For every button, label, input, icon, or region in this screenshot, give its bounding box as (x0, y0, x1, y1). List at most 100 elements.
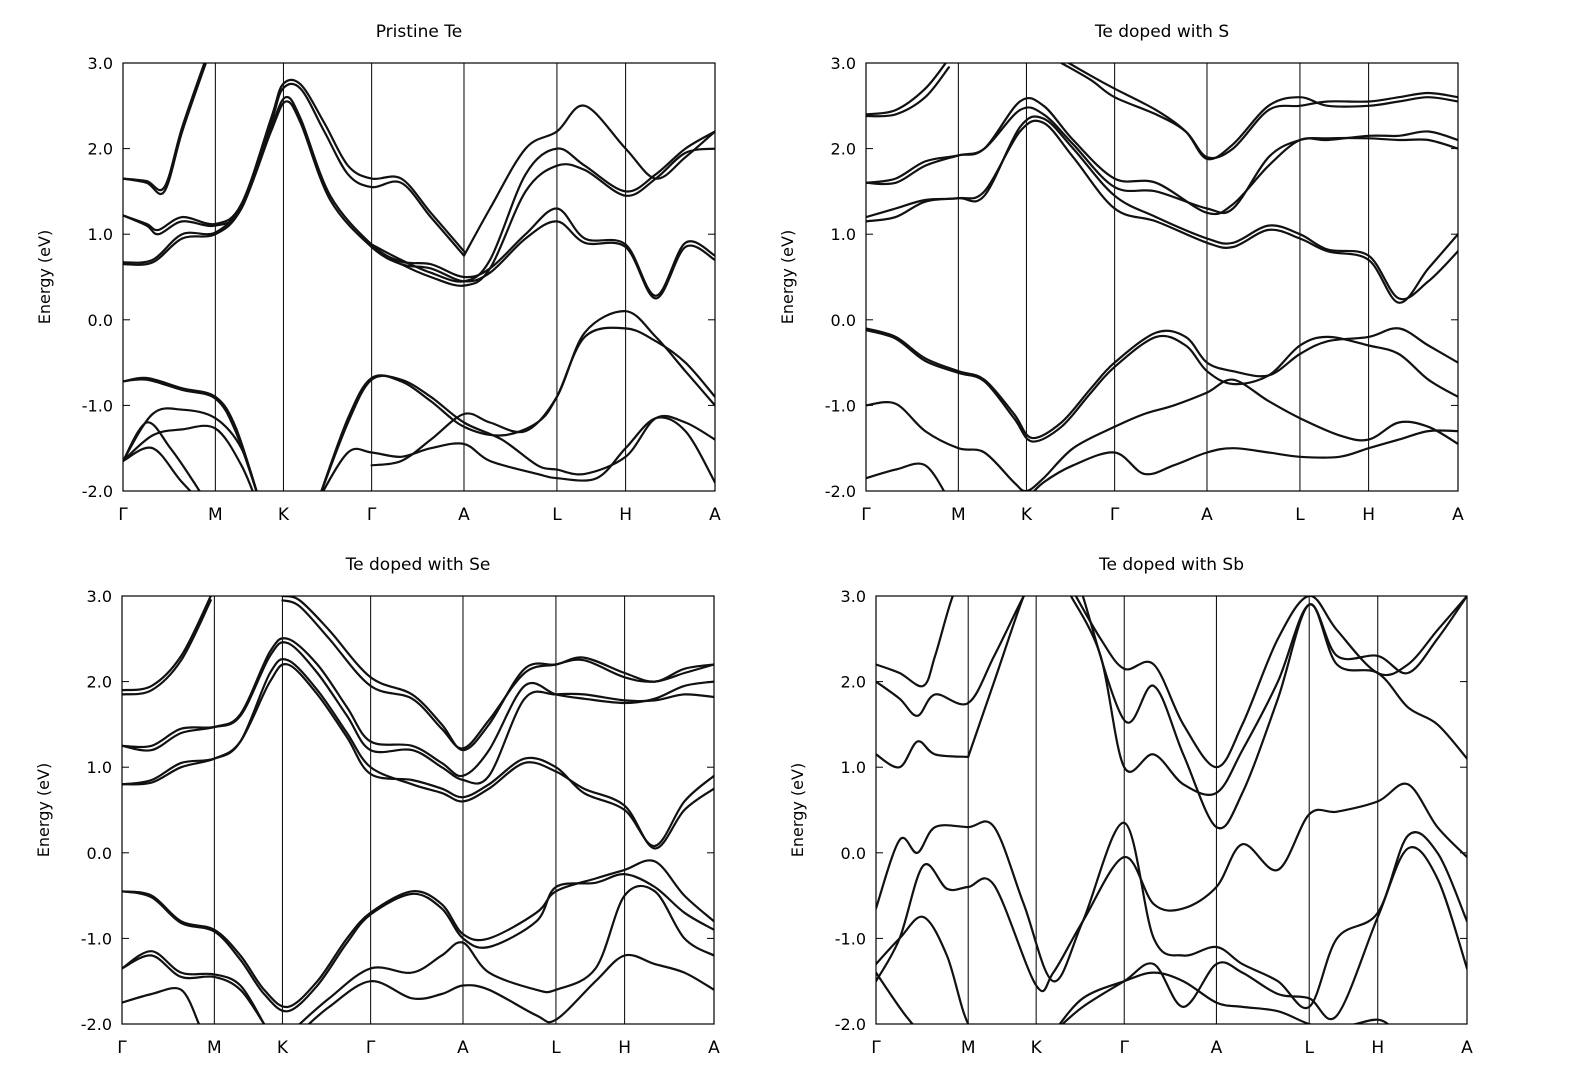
band-line-band-e (122, 873, 714, 1013)
band-line-band-c (876, 782, 1467, 993)
kpoint-label: M (951, 505, 966, 525)
y-tick-label: -2.0 (835, 1015, 866, 1034)
y-tick-label: 1.0 (831, 225, 856, 244)
plot-frame (875, 595, 1468, 1025)
y-tick-label: 1.0 (87, 758, 112, 777)
y-tick-label: 1.0 (88, 225, 113, 244)
kpoint-label: L (551, 1038, 561, 1058)
band-line-band-d (122, 859, 714, 1009)
band-line-band-a (123, 421, 201, 491)
kpoint-label: Γ (1110, 505, 1120, 525)
y-tick-label: 0.0 (88, 311, 113, 330)
band-line-band-i (370, 310, 715, 467)
plot-frame (865, 62, 1459, 492)
band-line-band-k (1081, 596, 1467, 830)
band-line-band-h (122, 657, 714, 850)
band-line-band-l (1060, 63, 1458, 160)
band-line-band-g (876, 740, 970, 769)
band-line-band-i (122, 662, 714, 848)
band-line-band-l (123, 63, 206, 192)
band-line-band-e (123, 378, 258, 491)
y-tick-label: 2.0 (88, 140, 113, 159)
kpoint-label: K (277, 1038, 289, 1058)
kpoint-label: K (1021, 505, 1033, 525)
kpoint-label: A (1201, 505, 1213, 525)
chart-panel-2: Te doped with S Energy (eV) 3.0 2.0 1.0 0.0 -1… (778, 22, 1464, 525)
kpoint-label: A (457, 1038, 469, 1058)
chart-panel-1: Pristine Te Energy (eV) 3.0 2.0 1.0 0.0 -1.0 -2… (35, 22, 721, 525)
kpoint-label: L (1295, 505, 1305, 525)
band-line-band-d (876, 820, 1467, 1010)
band-lines (122, 596, 714, 1024)
y-tick-label: 2.0 (841, 673, 866, 692)
band-line-band-s (462, 104, 715, 257)
kpoint-label: M (207, 1038, 222, 1058)
band-lines (123, 63, 715, 491)
band-line-band-a (122, 986, 201, 1024)
band-line-band-h (320, 326, 715, 491)
band-line-band-i (876, 596, 1026, 717)
y-tick-label: -2.0 (81, 1015, 112, 1034)
chart-title: Te doped with S (1094, 22, 1229, 42)
band-line-band-g (298, 884, 714, 1024)
band-lines (866, 63, 1458, 491)
kpoint-label: L (552, 505, 562, 525)
band-line-band-g (320, 374, 715, 491)
y-tick-label: 1.0 (841, 758, 866, 777)
y-tick-label: 0.0 (87, 844, 112, 863)
band-line-band-d (866, 327, 1458, 440)
band-line-band-m (1066, 63, 1458, 161)
band-line-band-f (307, 953, 714, 1024)
band-line-band-f (1058, 971, 1390, 1024)
y-tick-label: 2.0 (87, 673, 112, 692)
band-line-band-b (122, 954, 266, 1024)
band-line-band-b (866, 378, 1458, 491)
chart-panel-4: Te doped with Sb Energy (eV) 3.0 2.0 1.0 0.0 -… (788, 555, 1473, 1058)
band-line-band-r (370, 130, 715, 283)
band-line-band-g (866, 115, 1458, 301)
band-line-band-c (1032, 429, 1458, 491)
band-line-band-k (122, 637, 714, 778)
band-line-band-j (322, 416, 715, 491)
band-line-band-c (122, 950, 266, 1024)
band-line-band-p (123, 95, 715, 297)
y-axis-label: Energy (eV) (34, 763, 53, 857)
y-tick-label: -1.0 (825, 396, 856, 415)
kpoint-label: A (1452, 505, 1464, 525)
band-line-band-d (123, 407, 258, 491)
band-line-band-a (866, 462, 946, 491)
band-line-band-j (122, 641, 714, 785)
band-line-band-k (866, 66, 950, 118)
kpoint-label: Γ (871, 1038, 881, 1058)
band-line-band-b (876, 915, 970, 1024)
y-tick-label: 3.0 (87, 587, 112, 606)
y-tick-label: -1.0 (82, 396, 113, 415)
kpoint-label: Γ (118, 505, 128, 525)
chart-title: Pristine Te (376, 22, 463, 42)
band-line-band-f (866, 119, 1458, 304)
y-tick-label: 2.0 (831, 140, 856, 159)
y-axis-label: Energy (eV) (788, 763, 807, 857)
kpoint-label: A (1461, 1038, 1473, 1058)
band-line-band-m (123, 82, 466, 257)
kpoint-label: M (961, 1038, 976, 1058)
band-line-band-e (866, 329, 1458, 443)
band-line-band-o (281, 599, 714, 750)
kpoint-label: H (1371, 1038, 1384, 1058)
y-tick-label: -2.0 (82, 482, 113, 501)
kpoint-label: A (1211, 1038, 1223, 1058)
band-line-band-f (123, 376, 258, 491)
kpoint-label: L (1304, 1038, 1314, 1058)
band-line-band-j (876, 596, 954, 688)
band-line-band-l (1069, 596, 1467, 796)
band-line-band-c (123, 424, 254, 491)
y-tick-label: 0.0 (841, 844, 866, 863)
y-tick-label: 0.0 (831, 311, 856, 330)
kpoint-label: Γ (366, 1038, 376, 1058)
band-line-band-b (123, 446, 192, 491)
y-tick-label: -2.0 (825, 482, 856, 501)
band-line-band-h (967, 596, 1025, 758)
kpoint-label: H (1362, 505, 1375, 525)
band-line-band-n (281, 596, 714, 752)
chart-panel-3: Te doped with Se Energy (eV) 3.0 2.0 1.0 0.0 -… (34, 555, 720, 1058)
